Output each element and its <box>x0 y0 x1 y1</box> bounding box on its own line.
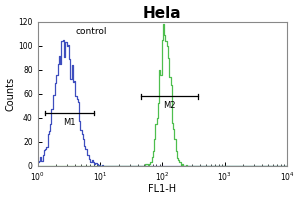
Text: M1: M1 <box>63 118 76 127</box>
Text: control: control <box>75 27 107 36</box>
Text: M2: M2 <box>164 101 176 110</box>
Title: Hela: Hela <box>143 6 182 21</box>
Y-axis label: Counts: Counts <box>6 77 16 111</box>
X-axis label: FL1-H: FL1-H <box>148 184 176 194</box>
